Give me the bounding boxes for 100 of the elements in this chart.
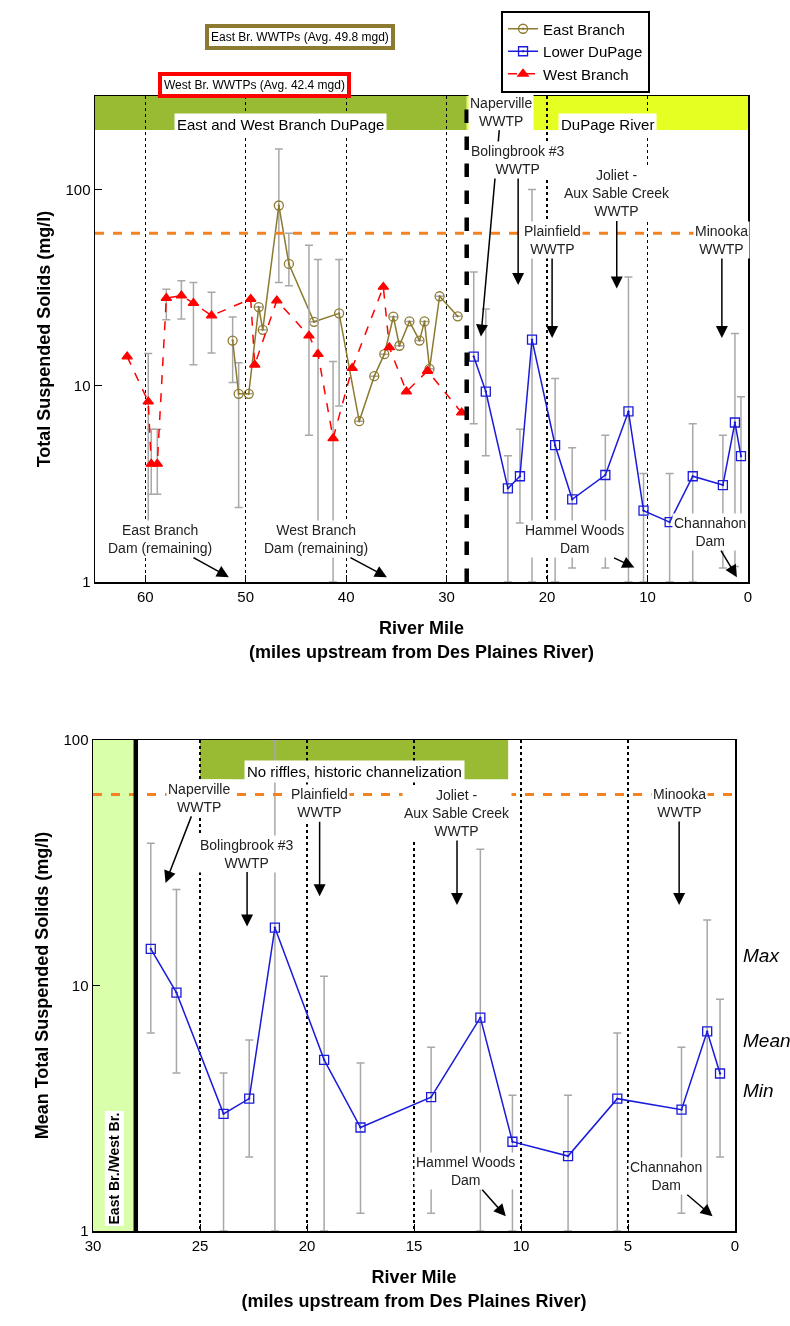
- annotation: East Branch Dam (remaining): [108, 522, 213, 557]
- point: [638, 505, 649, 516]
- point: [526, 334, 538, 345]
- point: [283, 258, 295, 270]
- point: [549, 440, 561, 451]
- point: [257, 324, 268, 335]
- band-label: DuPage River: [561, 116, 655, 133]
- x-tick-label: 10: [512, 1236, 530, 1254]
- point: [369, 371, 380, 382]
- point: [729, 417, 741, 428]
- point: [145, 943, 156, 955]
- point: [612, 1093, 623, 1104]
- point: [507, 1136, 518, 1147]
- point: [735, 451, 747, 462]
- annotation: Minooka WWTP: [653, 786, 707, 821]
- annotation: Minooka WWTP: [695, 223, 749, 258]
- x-tick-label: 60: [136, 587, 154, 605]
- annotation: West Branch Dam (remaining): [264, 522, 369, 557]
- point: [717, 479, 729, 491]
- point: [355, 1122, 366, 1133]
- x-axis-title: River Mile (miles upstream from Des Plaines River): [248, 618, 595, 662]
- x-tick-label: 5: [623, 1236, 633, 1254]
- annotation: Bolingbrook #3 WWTP: [200, 837, 294, 872]
- point: [308, 316, 320, 327]
- x-tick-label: 40: [337, 587, 355, 605]
- y-tick-label: 100: [63, 731, 89, 749]
- y-tick-label: 10: [73, 377, 91, 395]
- point: [502, 483, 514, 494]
- point: [514, 471, 526, 482]
- annotation: Channahon Dam: [630, 1159, 703, 1194]
- legend-label: Lower DuPage: [543, 43, 643, 61]
- point: [468, 351, 479, 362]
- point: [303, 330, 315, 339]
- band-label: East and West Branch DuPage: [177, 116, 385, 133]
- x-tick-label: 20: [538, 587, 556, 605]
- point: [227, 335, 238, 346]
- text: Min: [743, 1080, 774, 1101]
- x-tick-label: 50: [237, 587, 255, 605]
- x-tick-label: 20: [298, 1236, 316, 1254]
- annotation: Naperville WWTP: [168, 781, 231, 816]
- point: [714, 1068, 726, 1079]
- point: [388, 311, 399, 322]
- point: [623, 406, 634, 417]
- point: [600, 469, 611, 481]
- point: [676, 1104, 687, 1115]
- y-axis-title: Total Suspended Solids (mg/l): [33, 210, 54, 468]
- point: [419, 316, 430, 327]
- point: [312, 348, 324, 358]
- point: [243, 388, 254, 399]
- text: West Br. WWTPs (Avg. 42.4 mgd): [164, 78, 345, 92]
- point: [273, 200, 284, 211]
- point: [404, 316, 415, 327]
- point: [379, 348, 390, 360]
- annotation: Hammel Woods Dam: [525, 522, 625, 557]
- annotation: Joliet - Aux Sable Creek WWTP: [404, 787, 511, 840]
- point: [171, 987, 182, 998]
- annotation: Naperville WWTP: [470, 95, 533, 130]
- point: [414, 335, 425, 346]
- point: [475, 1012, 486, 1023]
- point: [567, 494, 578, 505]
- point: [233, 388, 244, 399]
- point: [354, 416, 365, 427]
- y-tick-label: 10: [71, 976, 89, 994]
- point: [452, 311, 463, 322]
- x-tick-label: 0: [730, 1236, 740, 1254]
- x-tick-label: 0: [743, 587, 753, 605]
- point: [702, 1026, 713, 1037]
- x-axis-title: River Mile (miles upstream from Des Plaines River): [241, 1267, 587, 1311]
- point: [480, 386, 491, 397]
- text: Max: [743, 945, 781, 966]
- x-tick-label: 15: [405, 1236, 423, 1254]
- legend-label: East Branch: [543, 20, 625, 38]
- y-tick-label: 100: [65, 180, 91, 198]
- annotation: Hammel Woods Dam: [416, 1154, 516, 1189]
- annotation: Bolingbrook #3 WWTP: [471, 143, 565, 178]
- point: [327, 433, 339, 442]
- band-label: No riffles, historic channelization: [247, 763, 462, 780]
- point: [425, 1091, 437, 1103]
- text: Mean: [743, 1030, 790, 1051]
- point: [253, 301, 264, 313]
- legend-label: West Branch: [543, 65, 629, 83]
- point: [333, 308, 345, 319]
- annotation: Plainfield WWTP: [524, 223, 581, 258]
- point: [687, 471, 698, 482]
- x-tick-label: 30: [438, 587, 455, 605]
- point: [218, 1108, 229, 1120]
- annotation: Joliet - Aux Sable Creek WWTP: [564, 167, 671, 220]
- annotation: Channahon Dam: [674, 515, 747, 550]
- annotation: Plainfield WWTP: [291, 786, 348, 821]
- point: [562, 1150, 574, 1162]
- text: East Br. WWTPs (Avg. 49.8 mgd): [211, 30, 389, 44]
- point: [318, 1054, 330, 1065]
- y-tick-label: 1: [82, 573, 91, 591]
- y-axis-title: Mean Total Suspended Solids (mg/l): [31, 831, 52, 1140]
- point: [244, 1093, 255, 1104]
- x-tick-label: 25: [191, 1236, 209, 1254]
- band-label: East Br./West Br.: [106, 1112, 123, 1225]
- point: [121, 351, 133, 360]
- point: [434, 291, 445, 302]
- point: [269, 922, 281, 933]
